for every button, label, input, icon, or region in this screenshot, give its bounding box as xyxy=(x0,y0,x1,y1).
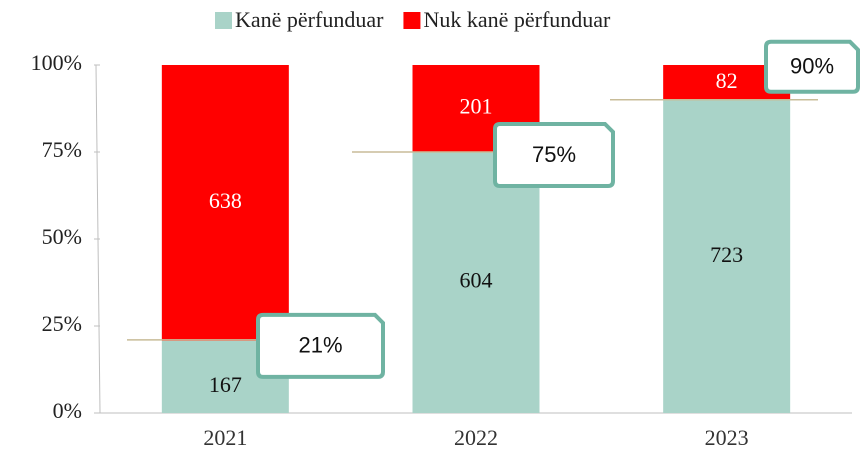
data-label: 201 xyxy=(460,93,493,118)
annotation-label: 21% xyxy=(298,333,342,358)
y-tick-label: 0% xyxy=(53,398,82,423)
data-label: 638 xyxy=(209,188,242,213)
legend-label: Nuk kanë përfunduar xyxy=(423,7,611,32)
annotation-label: 75% xyxy=(532,142,576,167)
y-tick-label: 75% xyxy=(42,137,82,162)
y-tick-label: 50% xyxy=(42,224,82,249)
data-label: 167 xyxy=(209,372,242,397)
legend-swatch xyxy=(403,12,421,29)
data-label: 82 xyxy=(716,68,738,93)
y-tick-label: 100% xyxy=(31,50,82,75)
annotation-box xyxy=(493,122,615,188)
annotation-box xyxy=(764,39,860,94)
data-label: 723 xyxy=(710,242,743,267)
legend-label: Kanë përfunduar xyxy=(235,7,384,32)
x-tick-label: 2022 xyxy=(454,425,498,450)
x-tick-label: 2023 xyxy=(705,425,749,450)
y-tick-label: 25% xyxy=(42,311,82,336)
bar-segment xyxy=(412,151,540,414)
data-label: 604 xyxy=(460,267,493,292)
annotation-label: 90% xyxy=(790,54,834,79)
bar-segment xyxy=(161,65,289,341)
legend-swatch xyxy=(215,12,232,29)
x-tick-label: 2021 xyxy=(203,425,247,450)
bar-segment xyxy=(663,100,791,413)
annotation-box xyxy=(256,312,385,379)
